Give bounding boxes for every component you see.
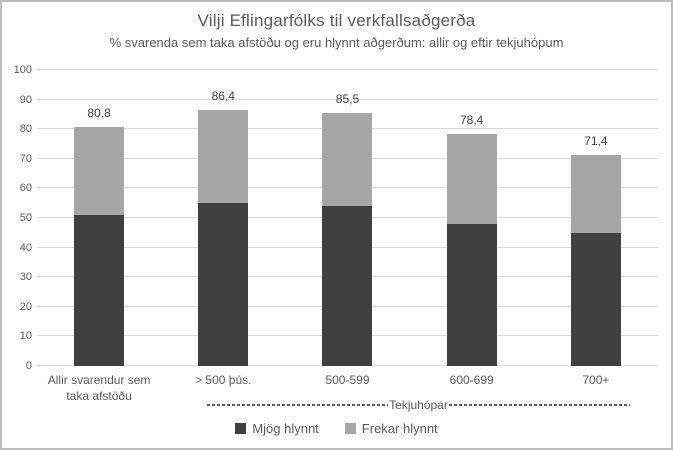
x-axis-category-label: Allir svarendur sem taka afstöðu [47,373,151,403]
chart-subtitle: % svarenda sem taka afstöðu og eru hlynn… [109,35,564,50]
y-axis-tick-label: 0 [25,360,32,372]
bar-segment-frekar-hlynnt [446,133,497,224]
legend: Mjög hlynnt Frekar hlynnt [2,417,671,439]
x-axis-category-label: 500-599 [325,373,370,387]
bar-segment-frekar-hlynnt [322,112,373,207]
y-axis-tick-label: 30 [19,271,32,284]
y-axis-tick-label: 50 [19,212,32,224]
bar-group [446,70,497,366]
y-axis-tick-label: 90 [19,93,32,106]
total-value-label: 80,8 [87,105,111,120]
tekjuhopar-group-label: Tekjuhópar [389,398,448,412]
bar-segment-frekar-hlynnt [74,126,125,216]
gridline [37,69,658,70]
plot-area: 80,8 86,4 85,5 78,4 71,4 [37,69,658,366]
bar-group [74,70,125,366]
y-axis-tick-label: 70 [19,152,32,165]
x-axis-category-label: 600-699 [449,373,494,387]
bar-slot: 71,4 [534,70,658,366]
bar-slot: 86,4 [161,70,285,366]
dashed-line-right [448,404,630,406]
total-value-label: 78,4 [460,112,484,127]
legend-label: Frekar hlynnt [361,420,438,436]
bar-segment-mj-g-hlynnt [446,223,497,366]
dashed-line-left [207,404,389,406]
bar-segment-mj-g-hlynnt [198,203,249,366]
bar-segment-mj-g-hlynnt [570,232,621,366]
bar-slot: 78,4 [410,70,534,366]
total-value-label: 85,5 [335,91,360,106]
bar-segment-mj-g-hlynnt [74,215,125,366]
gridline [37,98,658,100]
bar-segment-frekar-hlynnt [570,154,621,233]
legend-item: Mjög hlynnt [235,420,319,436]
bar-slot: 85,5 [285,70,409,366]
y-axis-tick-label: 80 [19,123,32,136]
bar-group [198,70,249,366]
bar-slot: 80,8 [37,70,161,366]
bar-group [570,70,621,366]
bar-segment-mj-g-hlynnt [322,206,373,366]
chart-title: Vilji Eflingarfólks til verkfallsaðgerða [197,11,476,30]
x-axis-category-label: 700+ [582,373,610,387]
legend-label: Mjög hlynnt [252,420,319,436]
total-value-label: 86,4 [211,89,235,104]
y-axis-tick-label: 20 [19,300,32,313]
legend-swatch-icon [235,422,247,434]
y-axis-tick-label: 60 [19,182,32,195]
legend-swatch-icon [344,422,356,434]
y-axis: 0 10 20 30 40 50 60 70 80 90 100 [8,64,32,372]
total-value-label: 71,4 [584,133,608,148]
legend-item: Frekar hlynnt [344,420,438,436]
x-axis-category-label: > 500 þús. [195,373,252,387]
tekjuhopar-group-line: Tekjuhópar [207,397,630,413]
y-axis-tick-label: 100 [13,64,32,76]
y-axis-tick-label: 10 [19,330,32,343]
y-axis-tick-label: 40 [19,241,32,254]
bar-segment-frekar-hlynnt [198,110,249,204]
bar-group [322,70,373,366]
